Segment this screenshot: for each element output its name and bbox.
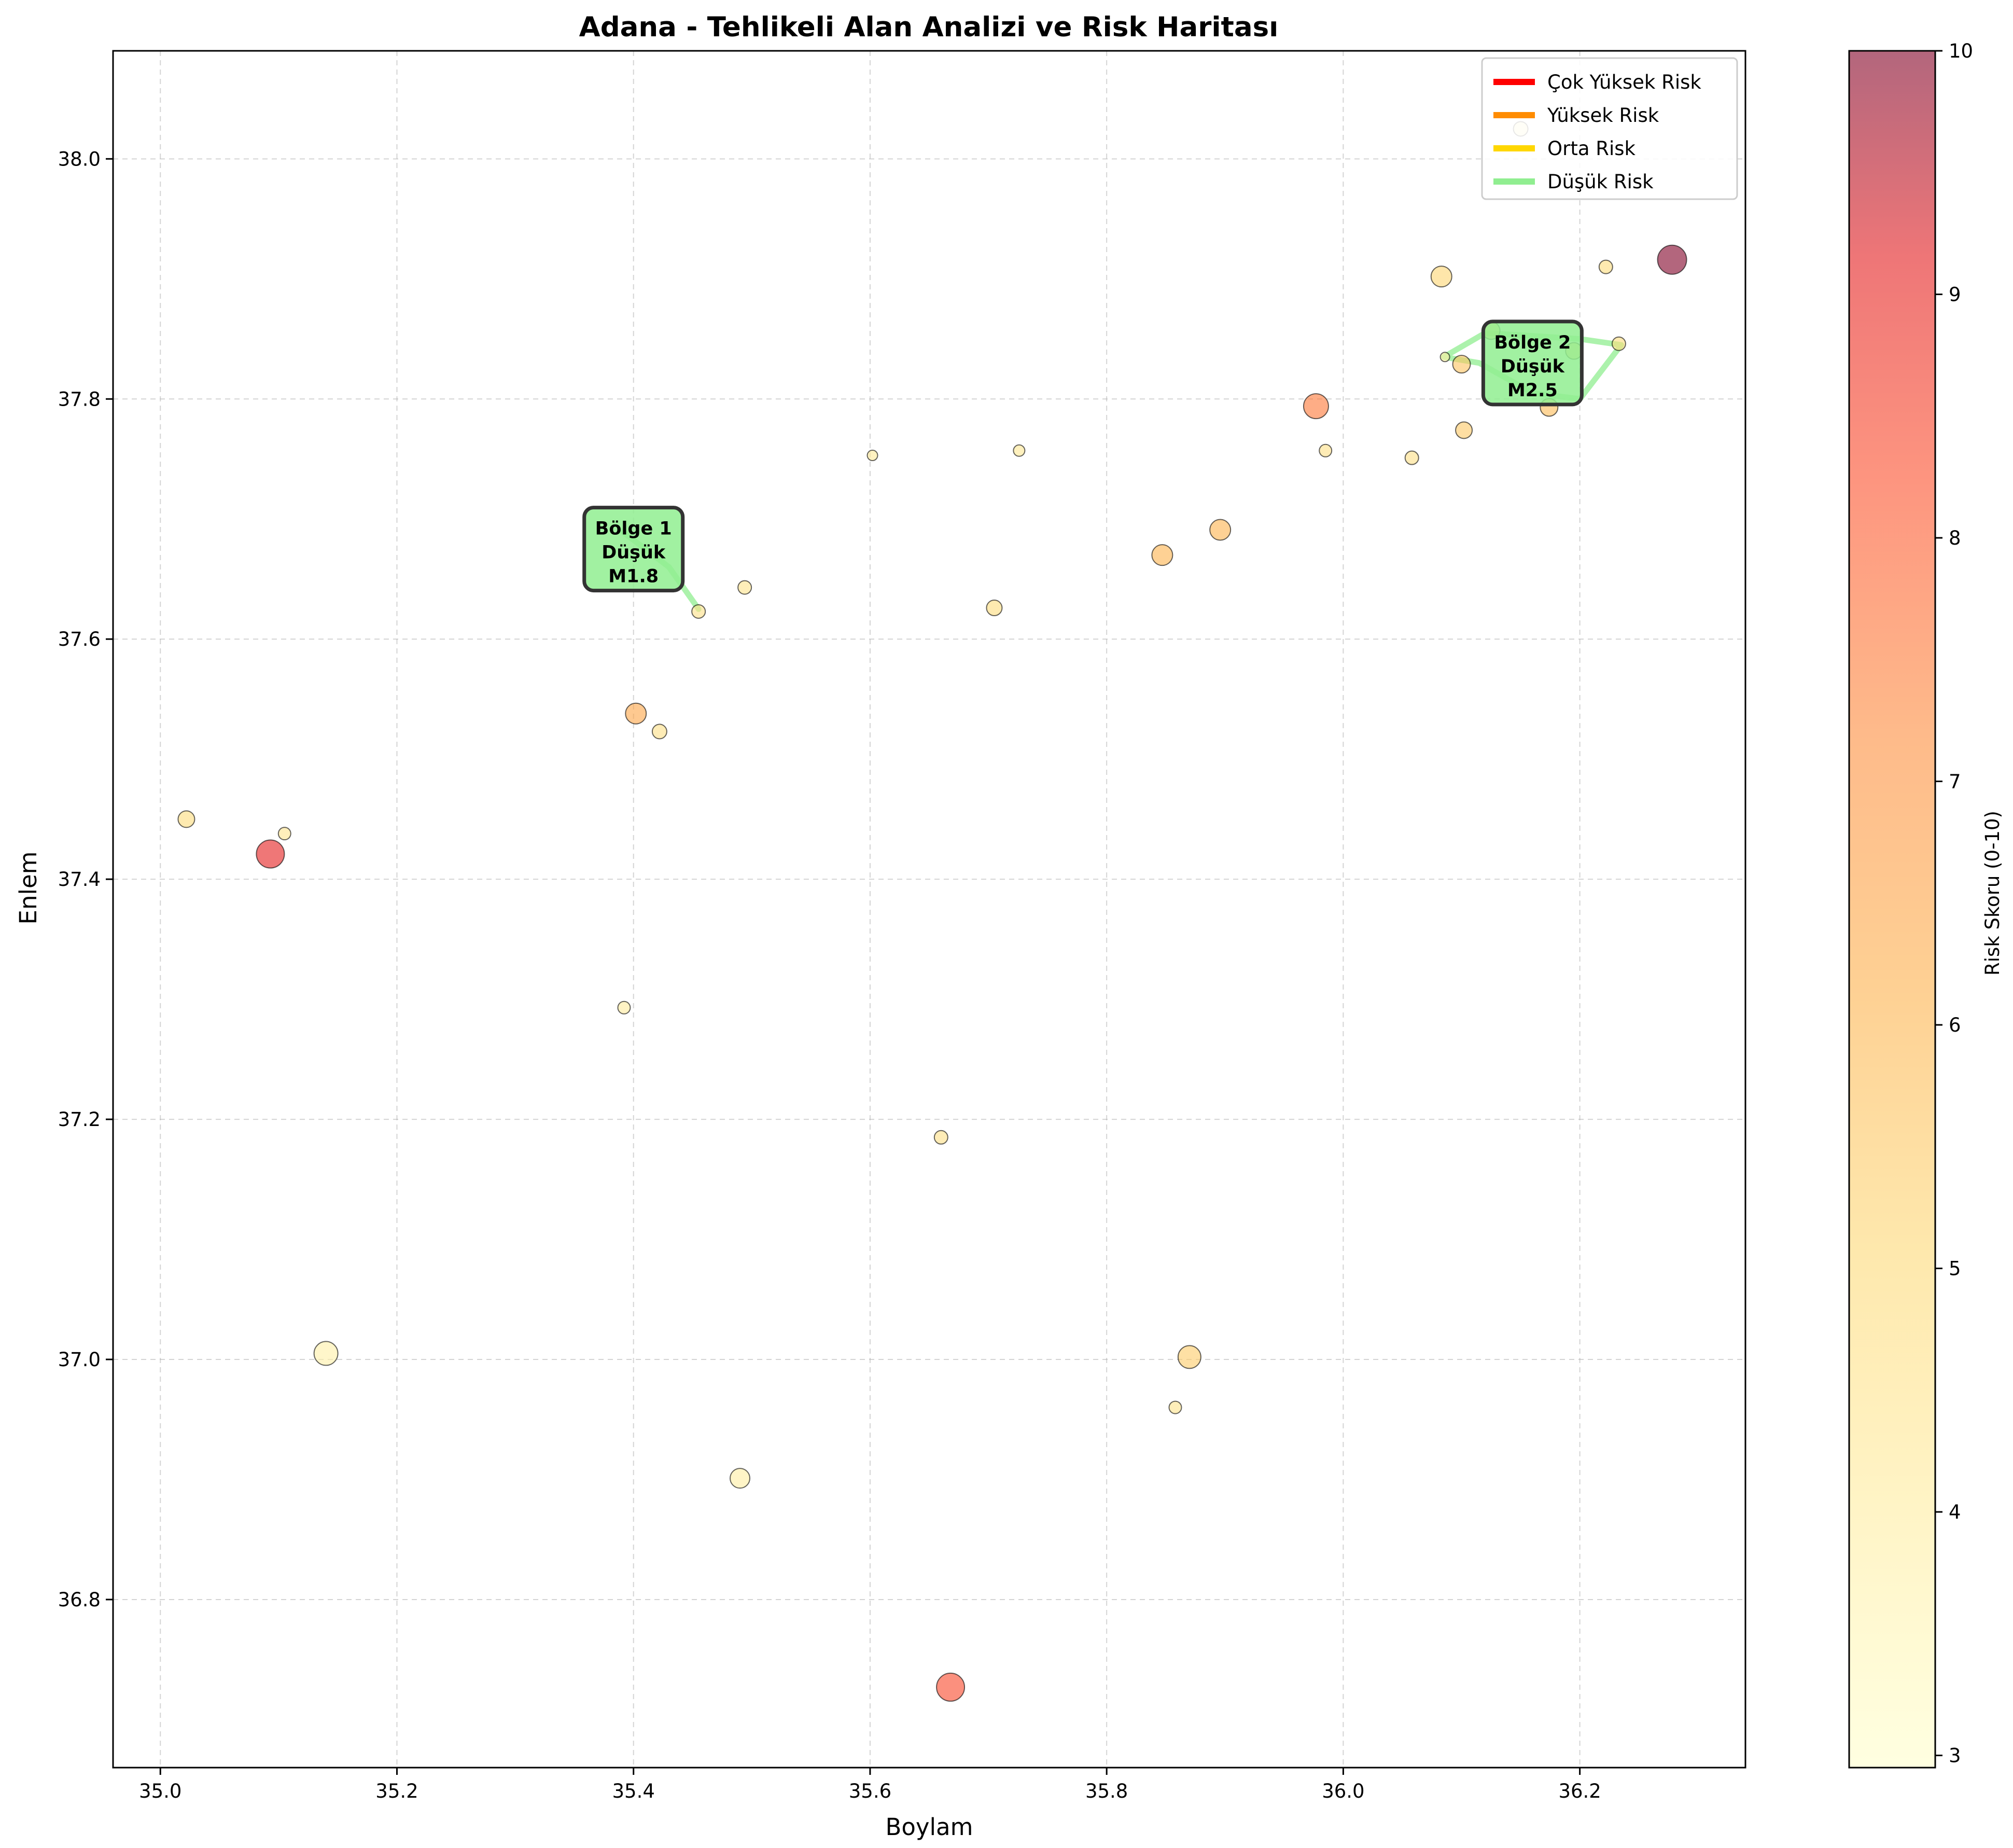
y-tick-label: 37.8 [58,388,101,410]
y-tick-label: 37.0 [58,1349,101,1371]
y-tick-label: 36.8 [58,1589,101,1611]
colorbar-tick-label: 8 [1949,527,1961,549]
colorbar-label: Risk Skoru (0-10) [1981,811,2004,976]
scatter-point [933,1130,948,1145]
zone-label-box [582,506,685,593]
scatter-point [277,827,291,841]
zone-label-line: Düşük [1501,356,1565,377]
colorbar-tick-label: 10 [1949,40,1973,62]
scatter-point [1404,450,1419,465]
scatter-point [1013,444,1026,457]
grid-lines [113,51,1745,1768]
scatter-point [617,1001,631,1015]
colorbar-tick-label: 6 [1949,1014,1961,1036]
scatter-point [1598,259,1613,274]
y-tick-label: 37.2 [58,1108,101,1131]
x-axis-ticks: 35.0 35.2 35.4 35.6 35.8 36.0 36.2 [139,1768,1601,1802]
scatter-point [1452,355,1471,374]
chart-title: Adana - Tehlikeli Alan Analizi ve Risk H… [579,11,1279,43]
scatter-point [1168,1400,1182,1414]
scatter-point [691,604,706,619]
x-tick-label: 35.6 [849,1780,891,1802]
scatter-point [1657,244,1687,275]
plot-frame [112,50,1746,1769]
x-tick-label: 36.0 [1322,1780,1364,1802]
scatter-point [256,839,285,869]
colorbar-tick-label: 5 [1949,1258,1961,1280]
y-axis-label: Enlem [15,852,42,925]
legend-label: Düşük Risk [1547,171,1654,193]
colorbar [1848,50,1936,1769]
x-axis-label: Boylam [886,1813,973,1841]
legend-box [1481,57,1738,200]
colorbar-tick-label: 9 [1949,284,1961,306]
scatter-point [986,600,1003,617]
scatter-point [866,450,878,462]
plot-area [113,51,1745,1768]
scatter-point [1209,519,1232,541]
colorbar-frame [1848,50,1936,1769]
y-tick-label: 37.4 [58,868,101,891]
scatter-point [1439,352,1450,363]
colorbar-tick-label: 4 [1949,1501,1961,1523]
scatter-point [1430,266,1452,288]
y-tick-label: 37.6 [58,628,101,650]
colorbar-tick-label: 7 [1949,771,1961,793]
x-tick-label: 35.2 [375,1780,418,1802]
scatter-point [1151,544,1173,566]
zone-label-line: Bölge 1 [595,519,672,539]
colorbar-gradient [1849,51,1935,1768]
legend-label: Orta Risk [1547,137,1636,160]
y-axis-ticks: 36.8 37.0 37.2 37.4 37.6 37.8 38.0 [58,148,113,1611]
x-tick-label: 35.8 [1085,1780,1128,1802]
zone-labels: Bölge 1 Düşük M1.8 Bölge 2 Düşük M2.5 [582,319,1584,593]
scatter-point [1455,421,1473,439]
scatter-point [313,1341,339,1366]
zone-label-line: Düşük [602,543,666,563]
legend: Çok Yüksek Risk Yüksek Risk Orta Risk Düşük… [1481,57,1738,200]
y-tick-label: 38.0 [58,148,101,170]
scatter-point [1611,336,1626,351]
scatter-point [737,580,752,595]
x-tick-label: 35.4 [612,1780,655,1802]
zone-label-line: M2.5 [1507,380,1558,401]
scatter-point [177,810,195,828]
scatter-point [1303,393,1329,420]
legend-label: Yüksek Risk [1547,104,1659,127]
colorbar-ticks: 3 4 5 6 7 8 9 10 [1935,40,1973,1767]
scatter-point [651,724,667,740]
scatter-point [936,1672,966,1702]
colorbar-tick-label: 3 [1949,1745,1961,1767]
legend-label: Çok Yüksek Risk [1547,71,1701,93]
x-tick-label: 35.0 [139,1780,181,1802]
scatter-point [1177,1345,1201,1369]
zone-label-line: M1.8 [608,566,659,587]
scatter-point [730,1468,751,1489]
scatter-point [1319,443,1333,457]
zone-label-box [1481,319,1584,407]
x-tick-label: 36.2 [1558,1780,1601,1802]
zone-label-line: Bölge 2 [1494,332,1571,353]
scatter-point [625,702,647,725]
